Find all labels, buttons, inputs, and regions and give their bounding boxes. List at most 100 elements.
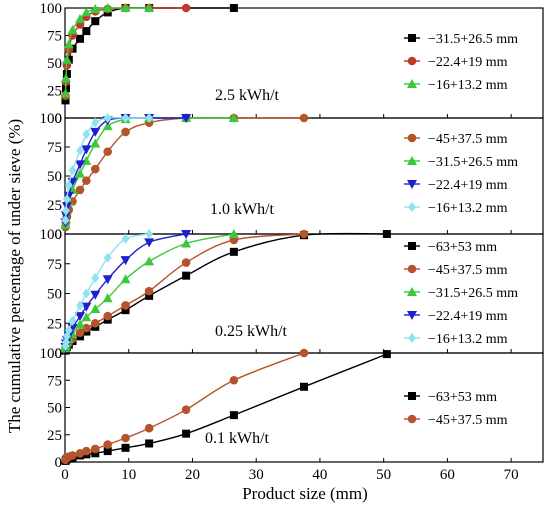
data-point xyxy=(121,443,130,452)
panel-2: 0 25 50 75 100 −45+37.5 mm −31.5+26.5 mm −22.4+… xyxy=(40,111,544,243)
data-point xyxy=(181,238,192,248)
data-point xyxy=(64,325,73,336)
legend-label: −16+13.2 mm xyxy=(428,78,508,93)
data-point xyxy=(68,315,77,326)
data-point xyxy=(120,3,131,12)
data-point xyxy=(75,168,86,178)
data-point xyxy=(120,274,131,284)
legend-label: −63+53 mm xyxy=(428,390,497,405)
y-tick-label: 50 xyxy=(47,56,62,72)
data-point xyxy=(181,230,192,239)
data-point xyxy=(68,165,77,176)
data-point xyxy=(91,117,100,128)
y-tick-label: 50 xyxy=(47,287,62,303)
data-point xyxy=(75,160,86,170)
legend-label: −45+37.5 mm xyxy=(428,263,508,278)
data-point xyxy=(90,444,100,454)
legend-label: −31.5+26.5 mm xyxy=(428,286,518,301)
data-point xyxy=(182,271,191,280)
data-point xyxy=(103,252,112,263)
data-point xyxy=(300,382,308,391)
panel-annotation: 0.1 kWh/t xyxy=(205,430,270,447)
y-tick-label: 75 xyxy=(47,29,62,45)
data-point xyxy=(63,39,74,49)
y-tick-label: 25 xyxy=(47,198,62,214)
y-tick-label: 50 xyxy=(47,169,62,185)
data-point xyxy=(67,25,78,34)
data-point xyxy=(63,191,74,201)
legend-marker xyxy=(407,264,417,274)
data-point xyxy=(68,451,77,460)
data-point xyxy=(181,3,191,13)
data-point xyxy=(181,258,191,267)
legend-label: −45+37.5 mm xyxy=(428,132,508,147)
legend-label: −31.5+26.5 mm xyxy=(428,155,518,170)
panel-annotation: 0.25 kWh/t xyxy=(215,323,288,340)
data-point xyxy=(102,293,113,303)
data-point xyxy=(90,164,100,174)
data-point xyxy=(145,113,154,123)
data-point xyxy=(90,318,100,328)
legend-label: −31.5+26.5 mm xyxy=(428,32,518,47)
legend-marker xyxy=(407,311,417,320)
legend-marker xyxy=(407,156,417,165)
data-point xyxy=(82,27,91,36)
data-point xyxy=(181,114,192,123)
data-point xyxy=(61,205,70,216)
y-tick-label: 75 xyxy=(47,257,62,273)
data-point xyxy=(91,449,100,458)
data-point xyxy=(103,311,113,321)
data-point xyxy=(81,145,92,155)
legend-marker xyxy=(407,180,417,189)
x-tick-label: 30 xyxy=(249,467,264,483)
data-point xyxy=(75,14,86,23)
y-tick-label: 50 xyxy=(47,401,62,417)
legend-marker xyxy=(408,34,416,42)
x-tick-label: 40 xyxy=(312,467,327,483)
legend-marker xyxy=(408,392,416,400)
x-tick-label: 70 xyxy=(504,467,519,483)
data-point xyxy=(229,247,238,256)
data-point xyxy=(121,301,130,310)
x-tick-label: 50 xyxy=(376,467,391,483)
x-tick-label: 60 xyxy=(440,467,455,483)
x-tick-label: 20 xyxy=(185,467,200,483)
data-point xyxy=(91,273,100,284)
data-point xyxy=(229,4,238,12)
data-point xyxy=(81,312,92,322)
data-point xyxy=(120,256,131,266)
data-point xyxy=(60,88,71,98)
legend-marker xyxy=(408,333,416,343)
y-tick-label: 25 xyxy=(47,84,62,100)
y-tick-label: 100 xyxy=(40,1,63,17)
y-tick-label: 75 xyxy=(47,140,62,156)
data-point xyxy=(91,17,100,26)
legend-label: −45+37.5 mm xyxy=(428,413,508,428)
data-point xyxy=(103,440,113,449)
series-3 xyxy=(60,3,155,98)
data-point xyxy=(90,303,101,313)
legend-label: −16+13.2 mm xyxy=(428,201,508,216)
series-1 xyxy=(61,350,391,465)
x-tick-label: 0 xyxy=(61,467,69,483)
y-tick-label: 0 xyxy=(55,346,63,362)
data-point xyxy=(82,176,91,185)
data-point xyxy=(144,256,155,266)
data-point xyxy=(103,113,112,123)
legend-label: −16+13.2 mm xyxy=(428,332,508,347)
data-point xyxy=(144,286,154,296)
legend-marker xyxy=(407,133,417,143)
y-tick-label: 0 xyxy=(55,227,63,243)
data-point xyxy=(103,147,113,156)
data-point xyxy=(75,328,85,338)
data-point xyxy=(103,447,112,456)
data-point xyxy=(229,411,238,420)
data-point xyxy=(82,323,91,333)
series-5 xyxy=(61,229,154,351)
y-tick-label: 25 xyxy=(47,316,62,332)
data-point xyxy=(82,129,91,140)
data-point xyxy=(102,3,113,12)
data-point xyxy=(75,319,86,329)
